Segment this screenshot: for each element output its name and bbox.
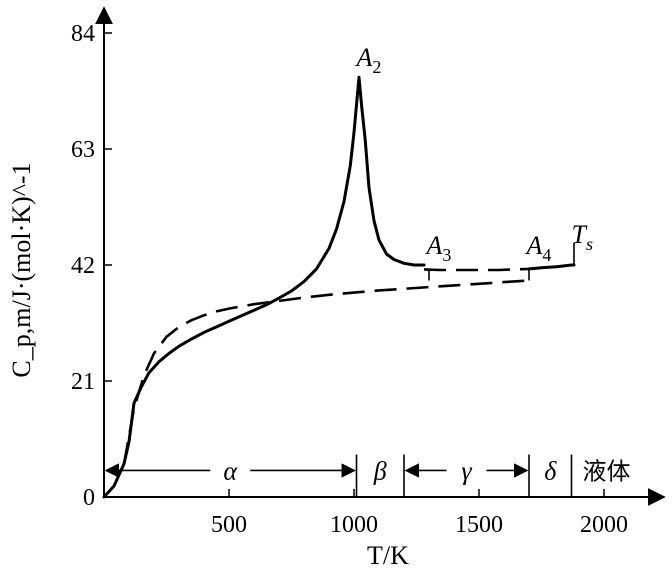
y-tick-label: 21 [71, 369, 95, 395]
annotations: A2 A3 A4 Ts [355, 43, 593, 265]
y-tick-label: 42 [71, 253, 95, 279]
phase-label-3: δ [544, 456, 557, 485]
solid-curve-0 [102, 75, 426, 499]
phase-band: α β γ δ 液体 [104, 454, 631, 497]
annotation-A2: A2 [355, 43, 382, 77]
phase-label-4: 液体 [583, 457, 631, 485]
x-tick-label: 1500 [455, 512, 503, 538]
x-tick-label: 1000 [330, 512, 378, 538]
phase-label-2: γ [461, 456, 472, 485]
x-tick-label: 500 [211, 512, 247, 538]
axis-ticks: 500 1000 1500 2000 0 21 42 63 84 [71, 21, 628, 538]
dashed-curve-1 [122, 279, 530, 465]
annotation-Ts: Ts [572, 220, 593, 254]
dashed-curve-2 [423, 267, 530, 272]
solid-curve-3 [527, 263, 576, 271]
y-tick-label: 63 [71, 137, 95, 163]
phase-label-1: β [373, 456, 387, 485]
phase-label-0: α [223, 456, 238, 485]
x-axis-label: T/K [367, 541, 409, 570]
x-tick-label: 2000 [580, 512, 628, 538]
annotation-A4: A4 [525, 231, 552, 265]
curve-markers [428, 242, 575, 281]
y-tick-label: 84 [71, 21, 95, 47]
curves [102, 75, 576, 499]
annotation-A3: A3 [425, 231, 452, 265]
y-axis-label: C_p,m/J·(mol·K)^-1 [7, 162, 36, 377]
y-tick-label: 0 [83, 485, 95, 511]
